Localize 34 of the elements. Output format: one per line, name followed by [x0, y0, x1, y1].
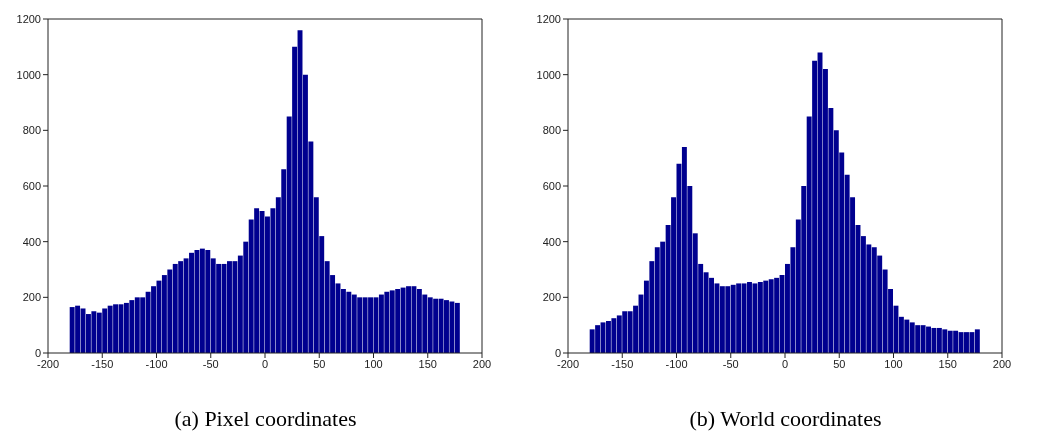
y-tick-label: 1000	[16, 68, 41, 81]
x-tick-label: 50	[833, 357, 846, 370]
y-tick-label: 600	[22, 179, 41, 192]
y-tick-label: 0	[554, 346, 561, 359]
x-tick-label: 100	[364, 357, 383, 370]
y-tick-label: 600	[542, 179, 561, 192]
y-tick-label: 0	[34, 346, 41, 359]
text: (b) World coordinates	[688, 406, 883, 432]
x-tick-label: -50	[722, 357, 739, 370]
x-tick-label: -150	[611, 357, 634, 370]
x-tick-label: 150	[938, 357, 957, 370]
y-tick-label: 1200	[536, 12, 561, 25]
x-tick-label: 100	[884, 357, 903, 370]
x-tick-label: 200	[472, 357, 492, 370]
y-tick-label: 400	[22, 235, 41, 248]
text: (a) Pixel coordinates	[173, 406, 358, 432]
x-tick-label: -150	[91, 357, 114, 370]
x-tick-label: -100	[665, 357, 688, 370]
y-tick-label: 1200	[16, 12, 41, 25]
y-tick-label: 800	[542, 124, 561, 137]
x-tick-label: -50	[202, 357, 219, 370]
y-tick-label: 1000	[536, 68, 561, 81]
x-tick-label: 150	[418, 357, 437, 370]
x-tick-label: -200	[36, 357, 60, 370]
y-tick-label: 800	[22, 124, 41, 137]
x-tick-label: -200	[556, 357, 580, 370]
x-tick-label: 0	[781, 357, 789, 370]
y-tick-label: 200	[542, 291, 561, 304]
x-tick-label: 50	[313, 357, 326, 370]
x-tick-label: 200	[992, 357, 1012, 370]
x-tick-label: -100	[145, 357, 168, 370]
y-tick-label: 200	[22, 291, 41, 304]
x-tick-label: 0	[261, 357, 269, 370]
y-tick-label: 400	[542, 235, 561, 248]
